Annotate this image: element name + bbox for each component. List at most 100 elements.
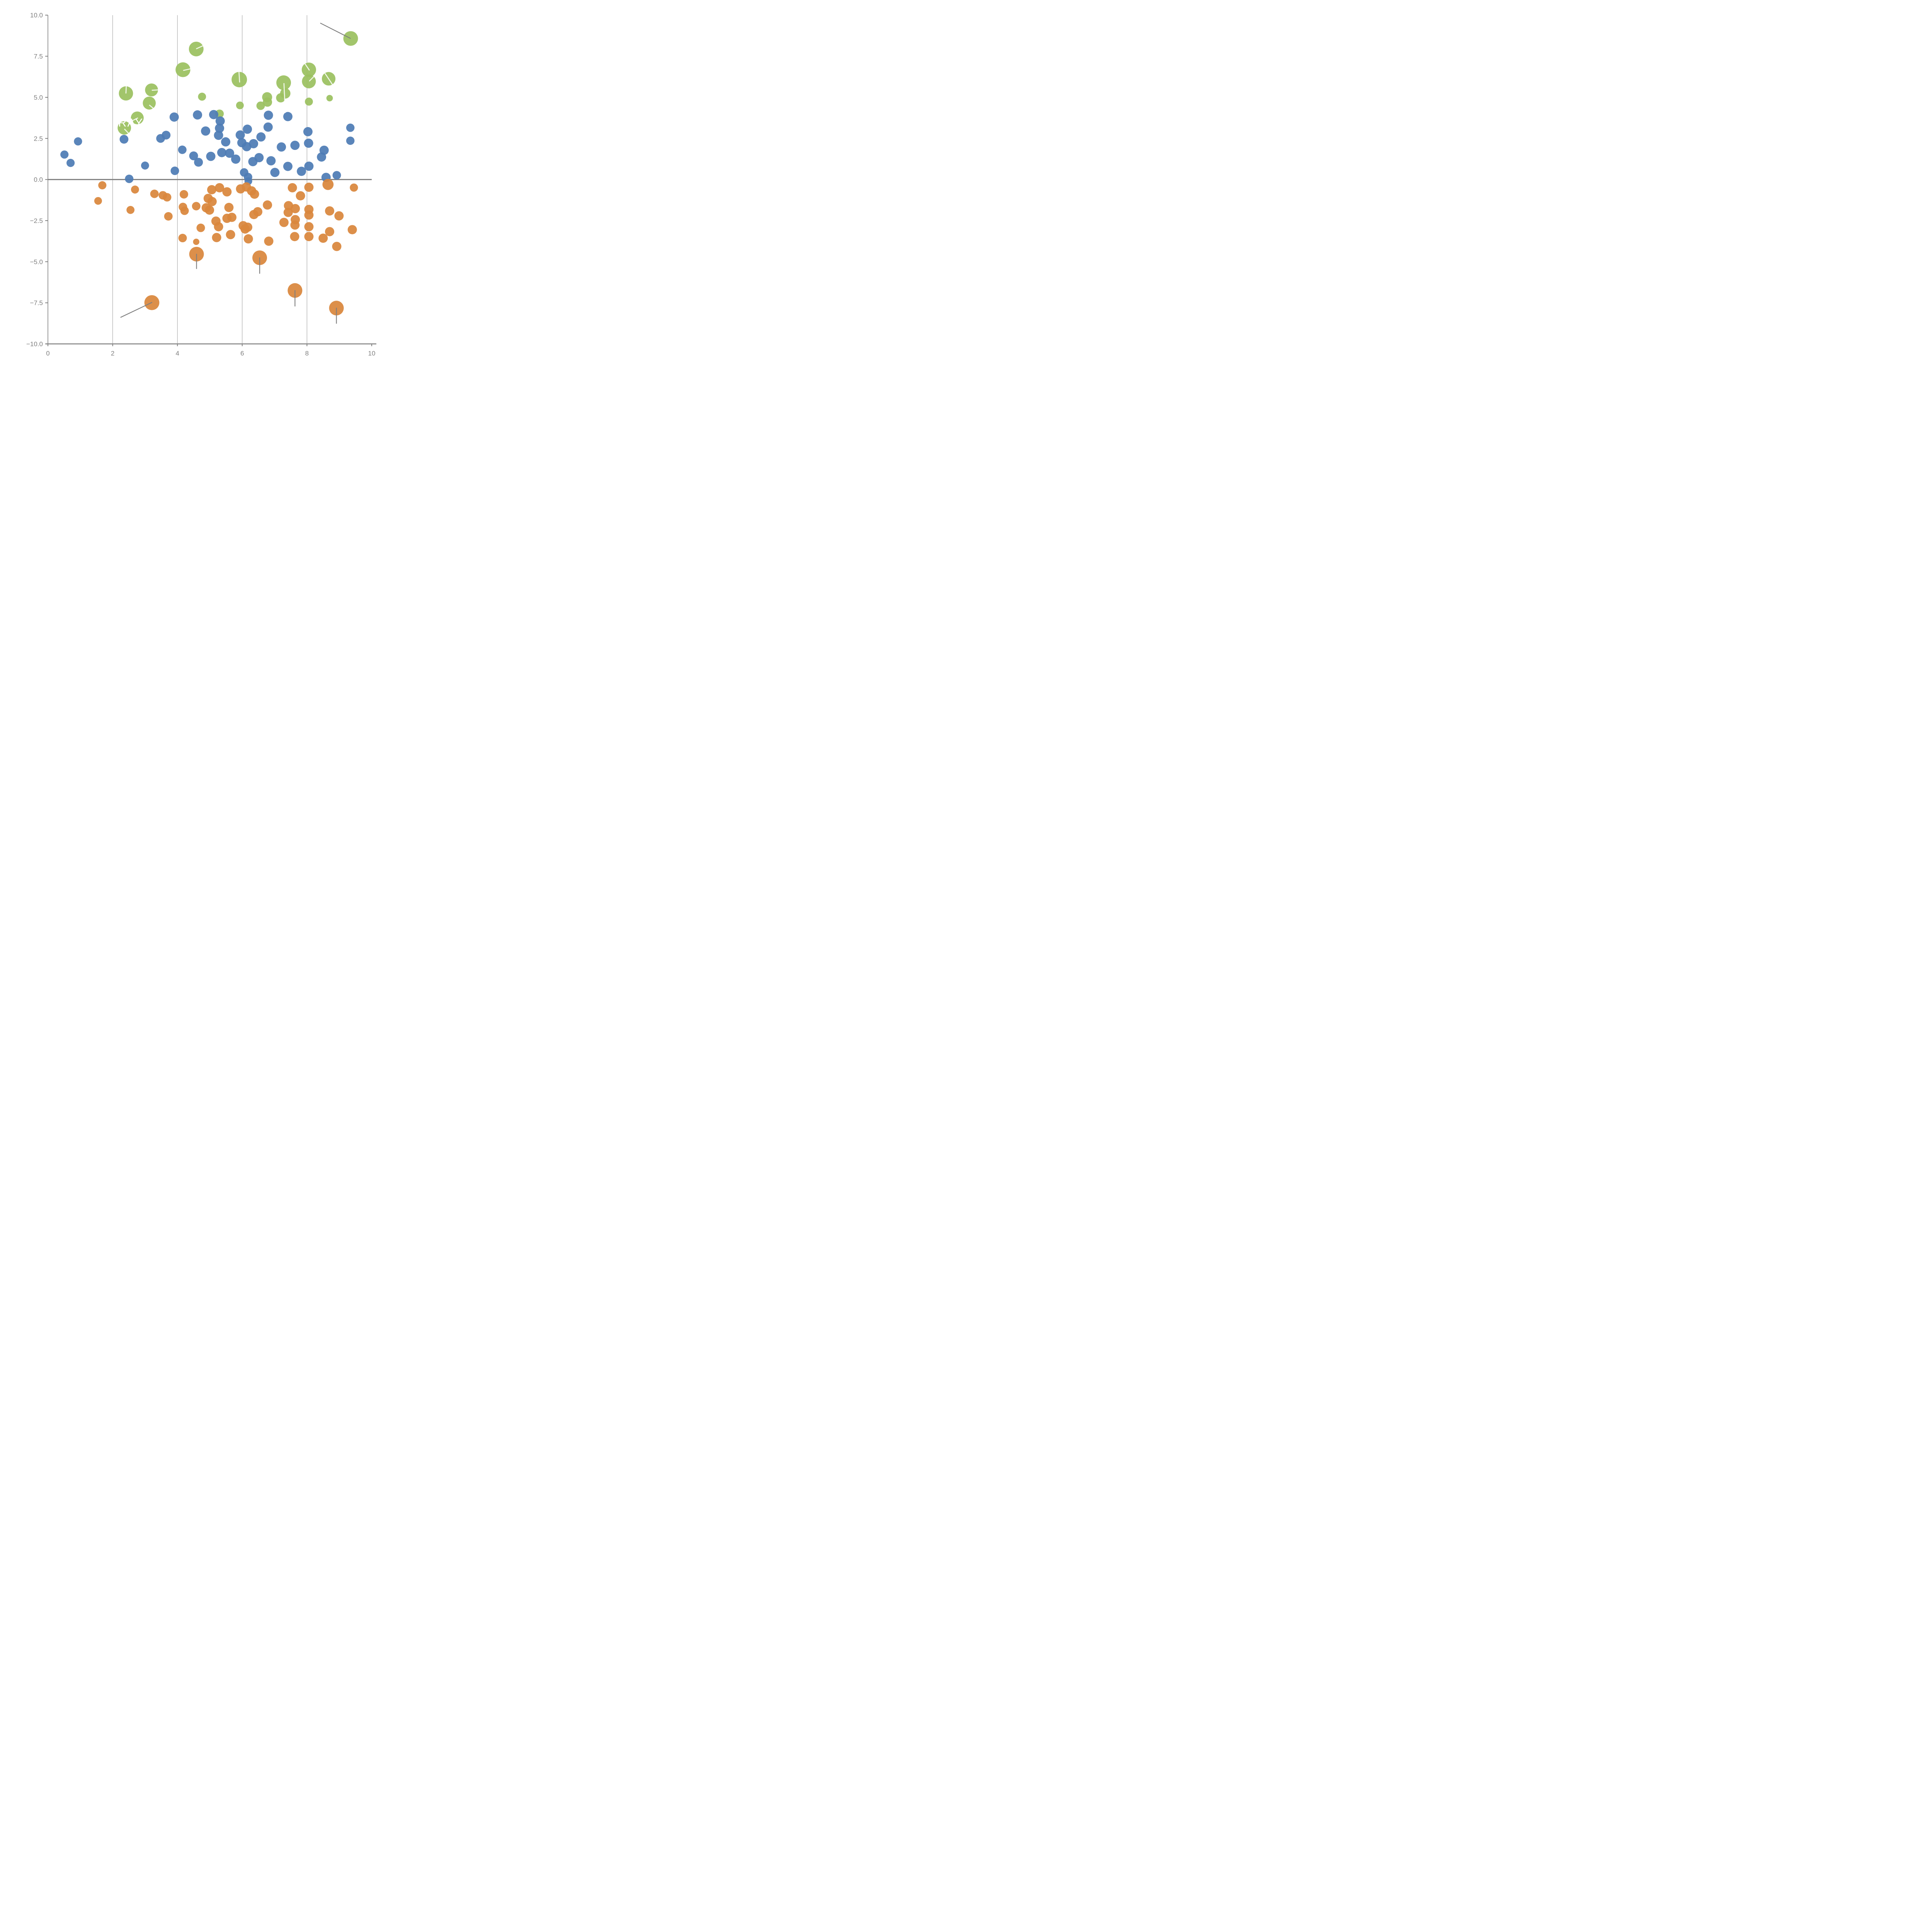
scatter-point-green bbox=[256, 101, 265, 110]
scatter-point-orange bbox=[325, 206, 335, 216]
scatter-point-orange bbox=[126, 206, 135, 214]
scatter-point-orange bbox=[263, 200, 272, 210]
scatter-point-orange bbox=[347, 225, 357, 235]
scatter-point-orange bbox=[290, 232, 299, 242]
gray-leader-line bbox=[320, 22, 351, 39]
scatter-point-blue bbox=[178, 145, 187, 154]
scatter-point-orange bbox=[304, 182, 314, 192]
scatter-point-blue bbox=[193, 110, 202, 120]
white-leader-line bbox=[325, 73, 333, 85]
scatter-point-orange bbox=[322, 179, 334, 190]
scatter-point-blue bbox=[346, 136, 355, 145]
scatter-point-orange bbox=[279, 218, 289, 227]
scatter-point-orange bbox=[243, 234, 253, 244]
scatter-point-blue bbox=[346, 123, 355, 132]
white-leader-line bbox=[149, 105, 156, 111]
scatter-point-blue bbox=[263, 122, 273, 132]
scatter-point-orange bbox=[350, 183, 358, 192]
scatter-point-blue bbox=[217, 148, 227, 157]
y-tick-label: 5.0 bbox=[34, 94, 43, 101]
scatter-point-orange bbox=[291, 204, 300, 213]
x-tick-label: 8 bbox=[305, 350, 309, 357]
scatter-point-orange bbox=[163, 193, 172, 202]
scatter-point-blue bbox=[119, 134, 129, 144]
scatter-point-blue bbox=[290, 141, 300, 150]
scatter-point-orange bbox=[164, 212, 173, 221]
scatter-point-blue bbox=[266, 156, 276, 166]
y-tick-label: 7.5 bbox=[34, 53, 43, 60]
white-leader-line bbox=[304, 63, 310, 71]
scatter-point-blue bbox=[215, 123, 224, 133]
scatter-point-blue bbox=[264, 111, 273, 120]
y-tick-label: 2.5 bbox=[34, 135, 43, 142]
scatter-point-blue bbox=[194, 158, 203, 167]
y-tick-label: −10.0 bbox=[26, 340, 43, 348]
scatter-point-green bbox=[117, 121, 131, 135]
scatter-point-orange bbox=[212, 233, 221, 242]
scatter-point-blue bbox=[231, 154, 241, 164]
scatter-point-blue bbox=[66, 159, 75, 167]
scatter-point-orange bbox=[207, 185, 217, 194]
x-tick-label: 2 bbox=[111, 350, 114, 357]
scatter-point-orange bbox=[296, 191, 305, 201]
scatter-point-orange bbox=[334, 211, 344, 221]
scatter-point-orange bbox=[179, 190, 188, 199]
scatter-point-orange bbox=[207, 197, 217, 206]
y-tick-label: −7.5 bbox=[30, 299, 43, 307]
scatter-point-blue bbox=[283, 112, 293, 121]
scatter-point-blue bbox=[206, 151, 216, 161]
scatter-point-blue bbox=[201, 126, 211, 136]
scatter-point-blue bbox=[270, 168, 280, 177]
scatter-point-blue bbox=[304, 138, 313, 148]
scatter-point-orange bbox=[283, 207, 293, 217]
scatter-plot-figure: 10.0 7.5 5.0 2.5 0.0 −2.5 −5.0 −7.5 −10.0 0 2 4 6 8 10… bbox=[0, 0, 386, 386]
y-tick-label: 10.0 bbox=[30, 12, 43, 19]
scatter-point-blue bbox=[74, 137, 82, 146]
scatter-point-blue bbox=[215, 116, 225, 126]
scatter-point-blue bbox=[283, 162, 293, 171]
scatter-point-orange bbox=[94, 197, 102, 205]
scatter-point-orange bbox=[192, 202, 201, 211]
white-leader-line bbox=[183, 68, 193, 71]
scatter-point-orange bbox=[215, 183, 224, 192]
white-leader-line bbox=[124, 129, 130, 135]
scatter-point-green bbox=[198, 92, 206, 101]
scatter-point-orange bbox=[304, 222, 314, 231]
scatter-point-green bbox=[276, 75, 291, 90]
scatter-point-blue bbox=[189, 151, 198, 160]
scatter-point-green bbox=[276, 93, 286, 103]
scatter-plot-canvas: 10.0 7.5 5.0 2.5 0.0 −2.5 −5.0 −7.5 −10.00 2 4 6 8 10… bbox=[26, 12, 376, 357]
x-tick-label: 4 bbox=[175, 350, 179, 357]
scatter-point-blue bbox=[214, 131, 223, 140]
scatter-point-blue bbox=[277, 142, 286, 152]
scatter-point-blue bbox=[243, 124, 252, 134]
scatter-point-orange bbox=[325, 227, 335, 236]
scatter-point-green bbox=[305, 97, 313, 106]
scatter-point-blue bbox=[209, 110, 219, 119]
scatter-point-orange bbox=[253, 207, 263, 216]
white-leader-line bbox=[196, 45, 204, 49]
scatter-point-green bbox=[143, 96, 156, 110]
scatter-point-orange bbox=[98, 181, 107, 190]
scatter-point-orange bbox=[224, 202, 234, 212]
scatter-point-orange bbox=[214, 222, 223, 231]
scatter-point-orange bbox=[150, 189, 159, 198]
scatter-point-blue bbox=[170, 167, 179, 175]
scatter-point-orange bbox=[205, 205, 214, 215]
scatter-point-green bbox=[326, 95, 333, 102]
y-tick-label: −2.5 bbox=[30, 217, 43, 224]
x-tick-label: 6 bbox=[240, 350, 244, 357]
scatter-point-orange bbox=[227, 213, 236, 222]
scatter-point-blue bbox=[169, 112, 179, 122]
scatter-point-blue bbox=[60, 150, 69, 159]
scatter-point-blue bbox=[221, 137, 231, 147]
scatter-point-blue bbox=[303, 127, 313, 136]
white-leader-line bbox=[238, 71, 240, 83]
scatter-point-blue bbox=[225, 148, 235, 158]
scatter-point-orange bbox=[178, 234, 187, 243]
point-annotation-label: RAY bbox=[118, 117, 143, 129]
white-leader-line bbox=[129, 117, 138, 123]
scatter-point-green bbox=[145, 83, 158, 97]
scatter-point-orange bbox=[291, 215, 300, 224]
scatter-point-orange bbox=[193, 238, 200, 245]
